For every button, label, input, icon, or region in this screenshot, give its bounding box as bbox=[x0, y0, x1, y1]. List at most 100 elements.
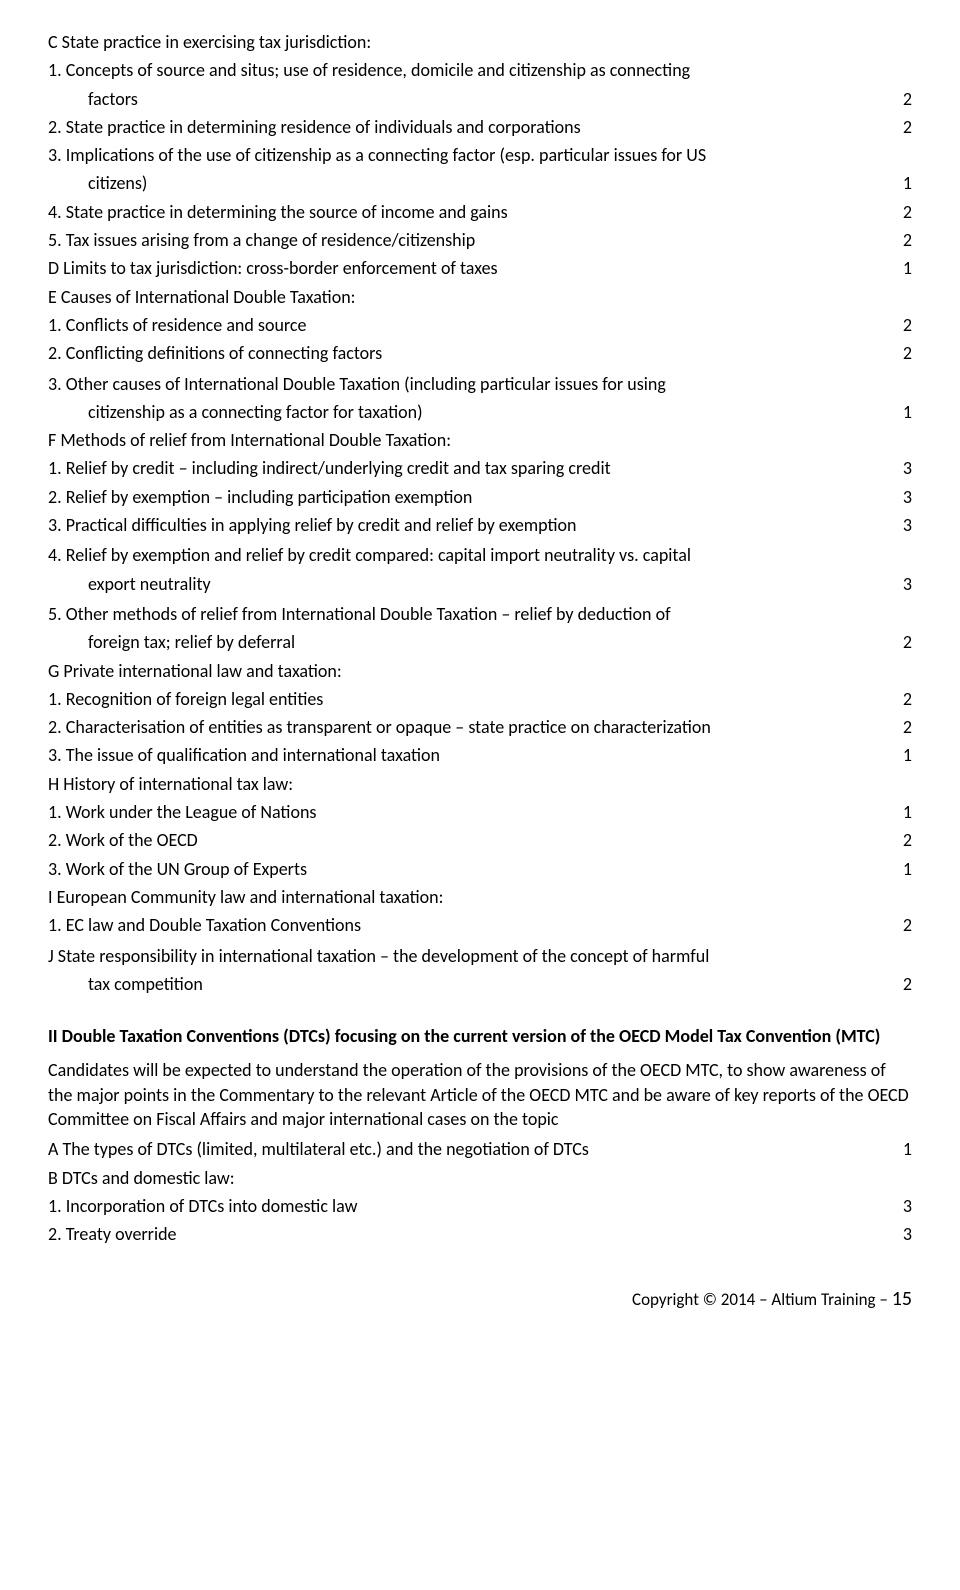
line-level: 1 bbox=[892, 400, 912, 424]
line-text: 5. Tax issues arising from a change of r… bbox=[48, 228, 892, 252]
line-text: 4. State practice in determining the sou… bbox=[48, 200, 892, 224]
line-text: H History of international tax law: bbox=[48, 772, 892, 796]
line-text: citizenship as a connecting factor for t… bbox=[48, 400, 892, 424]
line-text: 2. Conflicting definitions of connecting… bbox=[48, 341, 892, 365]
syllabus-line: C State practice in exercising tax juris… bbox=[48, 30, 912, 54]
syllabus-line: citizens)1 bbox=[48, 171, 912, 195]
syllabus-line: export neutrality3 bbox=[48, 572, 912, 596]
line-text: 1. Incorporation of DTCs into domestic l… bbox=[48, 1194, 892, 1218]
line-level: 1 bbox=[892, 256, 912, 280]
syllabus-line: 1. Incorporation of DTCs into domestic l… bbox=[48, 1194, 912, 1218]
syllabus-line: 5. Tax issues arising from a change of r… bbox=[48, 228, 912, 252]
syllabus-line: foreign tax; relief by deferral2 bbox=[48, 630, 912, 654]
line-text: 1. Recognition of foreign legal entities bbox=[48, 687, 892, 711]
line-level: 2 bbox=[892, 87, 912, 111]
syllabus-block-2: A The types of DTCs (limited, multilater… bbox=[48, 1137, 912, 1246]
syllabus-line: E Causes of International Double Taxatio… bbox=[48, 285, 912, 309]
syllabus-line: F Methods of relief from International D… bbox=[48, 428, 912, 452]
line-level: 2 bbox=[892, 715, 912, 739]
line-text: E Causes of International Double Taxatio… bbox=[48, 285, 892, 309]
line-text: 3. Work of the UN Group of Experts bbox=[48, 857, 892, 881]
section-heading-ii: II Double Taxation Conventions (DTCs) fo… bbox=[48, 1024, 912, 1048]
line-level: 3 bbox=[892, 485, 912, 509]
line-text: 3. Implications of the use of citizenshi… bbox=[48, 143, 892, 167]
syllabus-line: citizenship as a connecting factor for t… bbox=[48, 400, 912, 424]
syllabus-line: factors2 bbox=[48, 87, 912, 111]
syllabus-line: I European Community law and internation… bbox=[48, 885, 912, 909]
line-text: tax competition bbox=[48, 972, 892, 996]
page-number: 15 bbox=[892, 1287, 912, 1311]
syllabus-line: 2. State practice in determining residen… bbox=[48, 115, 912, 139]
line-level: 3 bbox=[892, 1222, 912, 1246]
line-level: 2 bbox=[892, 115, 912, 139]
line-level: 2 bbox=[892, 200, 912, 224]
line-text: 2. Treaty override bbox=[48, 1222, 892, 1246]
syllabus-line: 3. Implications of the use of citizenshi… bbox=[48, 143, 912, 167]
syllabus-line: A The types of DTCs (limited, multilater… bbox=[48, 1137, 912, 1161]
line-text: 5. Other methods of relief from Internat… bbox=[48, 602, 892, 626]
syllabus-line: J State responsibility in international … bbox=[48, 944, 912, 968]
line-text: 3. Practical difficulties in applying re… bbox=[48, 513, 892, 537]
syllabus-line: 2. Relief by exemption – including parti… bbox=[48, 485, 912, 509]
line-level: 1 bbox=[892, 743, 912, 767]
syllabus-line: 2. Treaty override3 bbox=[48, 1222, 912, 1246]
line-text: B DTCs and domestic law: bbox=[48, 1166, 892, 1190]
line-text: 1. Work under the League of Nations bbox=[48, 800, 892, 824]
line-text: 3. Other causes of International Double … bbox=[48, 372, 892, 396]
syllabus-line: 1. Concepts of source and situs; use of … bbox=[48, 58, 912, 82]
line-text: 1. EC law and Double Taxation Convention… bbox=[48, 913, 892, 937]
syllabus-line: 2. Conflicting definitions of connecting… bbox=[48, 341, 912, 365]
line-level: 1 bbox=[892, 800, 912, 824]
syllabus-block-1: C State practice in exercising tax juris… bbox=[48, 30, 912, 996]
syllabus-line: 4. Relief by exemption and relief by cre… bbox=[48, 543, 912, 567]
syllabus-line: 3. Work of the UN Group of Experts1 bbox=[48, 857, 912, 881]
syllabus-line: B DTCs and domestic law: bbox=[48, 1166, 912, 1190]
line-level: 2 bbox=[892, 687, 912, 711]
line-level: 2 bbox=[892, 828, 912, 852]
syllabus-line: 1. Recognition of foreign legal entities… bbox=[48, 687, 912, 711]
line-text: 1. Concepts of source and situs; use of … bbox=[48, 58, 892, 82]
line-text: 2. Characterisation of entities as trans… bbox=[48, 715, 892, 739]
syllabus-line: 5. Other methods of relief from Internat… bbox=[48, 602, 912, 626]
syllabus-line: 3. Other causes of International Double … bbox=[48, 372, 912, 396]
page-footer: Copyright © 2014 – Altium Training – 15 bbox=[48, 1286, 912, 1313]
line-level: 2 bbox=[892, 913, 912, 937]
syllabus-line: 1. Relief by credit – including indirect… bbox=[48, 456, 912, 480]
syllabus-line: 2. Characterisation of entities as trans… bbox=[48, 715, 912, 739]
syllabus-line: 1. Conflicts of residence and source2 bbox=[48, 313, 912, 337]
line-level: 1 bbox=[892, 171, 912, 195]
line-level: 3 bbox=[892, 456, 912, 480]
syllabus-line: tax competition2 bbox=[48, 972, 912, 996]
line-text: A The types of DTCs (limited, multilater… bbox=[48, 1137, 892, 1161]
syllabus-line: 3. Practical difficulties in applying re… bbox=[48, 513, 912, 537]
line-text: J State responsibility in international … bbox=[48, 944, 892, 968]
line-text: foreign tax; relief by deferral bbox=[48, 630, 892, 654]
line-text: 1. Relief by credit – including indirect… bbox=[48, 456, 892, 480]
line-text: citizens) bbox=[48, 171, 892, 195]
syllabus-line: D Limits to tax jurisdiction: cross-bord… bbox=[48, 256, 912, 280]
copyright-text: Copyright © 2014 – Altium Training – bbox=[632, 1289, 892, 1310]
line-text: 3. The issue of qualification and intern… bbox=[48, 743, 892, 767]
line-level: 1 bbox=[892, 1137, 912, 1161]
line-text: export neutrality bbox=[48, 572, 892, 596]
line-text: F Methods of relief from International D… bbox=[48, 428, 892, 452]
line-level: 2 bbox=[892, 341, 912, 365]
line-text: 2. Work of the OECD bbox=[48, 828, 892, 852]
line-level: 3 bbox=[892, 1194, 912, 1218]
line-text: 4. Relief by exemption and relief by cre… bbox=[48, 543, 892, 567]
line-level: 3 bbox=[892, 513, 912, 537]
line-level: 2 bbox=[892, 313, 912, 337]
section-ii-intro: Candidates will be expected to understan… bbox=[48, 1058, 912, 1131]
syllabus-line: 4. State practice in determining the sou… bbox=[48, 200, 912, 224]
syllabus-line: 1. Work under the League of Nations1 bbox=[48, 800, 912, 824]
line-level: 3 bbox=[892, 572, 912, 596]
line-text: I European Community law and internation… bbox=[48, 885, 892, 909]
line-level: 2 bbox=[892, 972, 912, 996]
line-level: 2 bbox=[892, 630, 912, 654]
line-text: C State practice in exercising tax juris… bbox=[48, 30, 892, 54]
syllabus-line: 3. The issue of qualification and intern… bbox=[48, 743, 912, 767]
line-text: 2. Relief by exemption – including parti… bbox=[48, 485, 892, 509]
line-text: factors bbox=[48, 87, 892, 111]
line-text: 1. Conflicts of residence and source bbox=[48, 313, 892, 337]
syllabus-line: G Private international law and taxation… bbox=[48, 659, 912, 683]
